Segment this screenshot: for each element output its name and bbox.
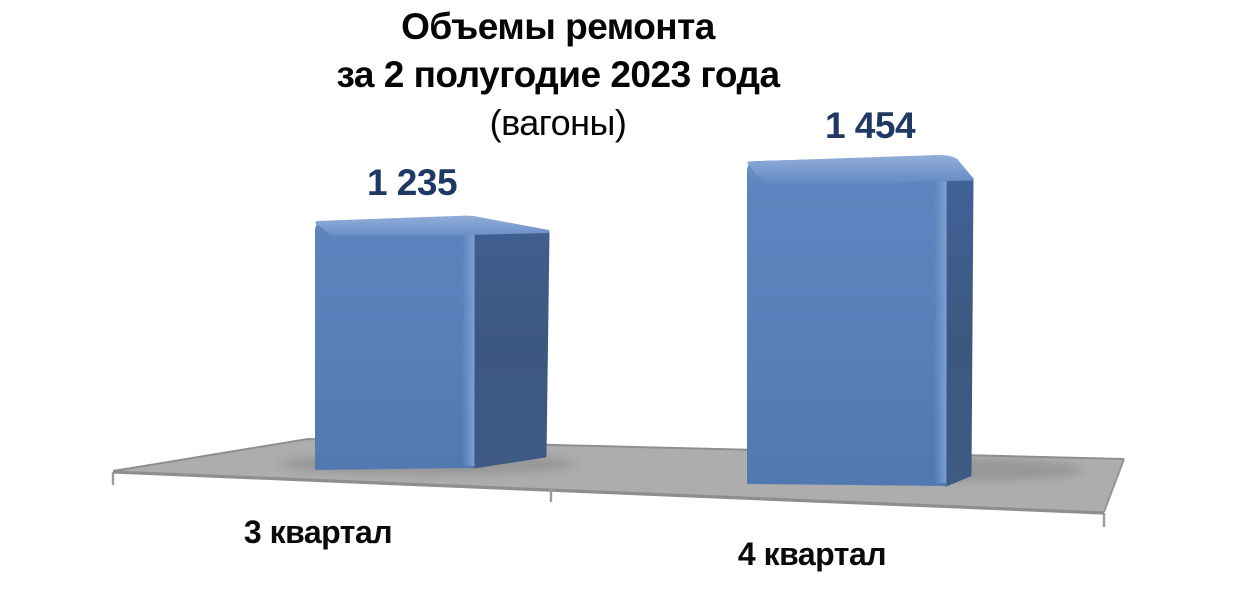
bar-q3 [315,215,550,470]
bar-q3-top-face [315,215,550,236]
bar-q3-edge-highlight [462,219,474,466]
bar-q4-edge-highlight [934,158,946,483]
bar-q4 [747,154,974,487]
category-label-q4: 4 квартал [737,536,887,572]
chart-title-line-2: за 2 полугодие 2023 года [336,54,780,95]
bar-q4-side-face [944,156,974,487]
value-label-q3: 1 235 [366,162,458,203]
floor-front-edge [112,470,1105,515]
bar-q3-front-face [315,217,475,470]
floor-right-edge [1103,458,1125,513]
chart-title-line-1: Объемы ремонта [401,6,715,47]
bar-q3-side-face [472,216,550,469]
chart-title-line-3: (вагоны) [489,102,627,143]
category-label-q3: 3 квартал [243,514,393,550]
bar-q4-front-face [747,156,947,486]
bar-q4-top-face [747,154,974,184]
value-label-q4: 1 454 [824,105,916,146]
